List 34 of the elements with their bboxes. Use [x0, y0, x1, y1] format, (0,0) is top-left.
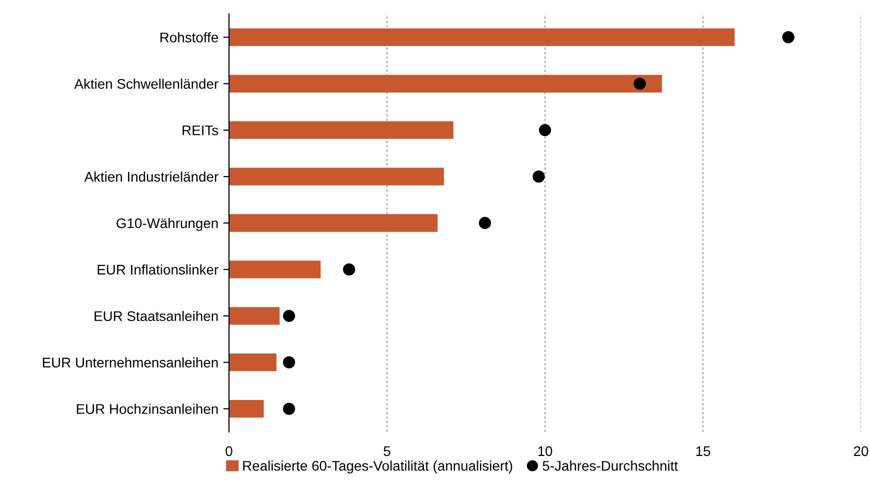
x-tick-label: 0	[226, 446, 232, 456]
y-tick-label: Aktien Schwellenländer	[74, 78, 218, 89]
bar	[229, 354, 276, 372]
point	[478, 216, 492, 230]
point	[282, 402, 296, 415]
point	[538, 124, 552, 136]
x-tick-label: 5	[384, 446, 390, 456]
point	[282, 310, 296, 322]
bar	[229, 400, 264, 418]
y-tick-label: EUR Staatsanleihen	[94, 310, 218, 322]
point	[634, 78, 646, 90]
bar	[229, 260, 321, 278]
bar	[229, 74, 662, 92]
point	[782, 31, 794, 44]
bar	[229, 28, 735, 46]
y-tick-label: EUR Hochzinsanleihen	[76, 404, 218, 414]
point	[343, 263, 356, 276]
point	[532, 170, 545, 183]
y-tick-label: EUR Unternehmensanleihen	[42, 357, 218, 368]
y-tick-label: REITs	[182, 126, 218, 136]
bar	[229, 121, 454, 139]
x-tick-label: 20	[854, 446, 868, 456]
y-tick-label: Rohstoffe	[160, 32, 218, 42]
point	[282, 356, 296, 368]
bar	[229, 307, 280, 325]
y-tick-label: EUR Inflationslinker	[98, 264, 218, 275]
bar	[229, 168, 444, 186]
bar	[229, 214, 438, 232]
x-tick-label: 10	[538, 446, 552, 456]
y-tick-label: G10-Währungen	[116, 218, 218, 231]
y-tick-label: Aktien Industrieländer	[84, 172, 218, 182]
legend-label: Realisierte 60-Tages-Volatilität (annualisiert)	[243, 460, 512, 474]
x-tick-label: 15	[696, 446, 710, 456]
legend-label: 5-Jahres-Durchschnitt	[542, 460, 678, 471]
